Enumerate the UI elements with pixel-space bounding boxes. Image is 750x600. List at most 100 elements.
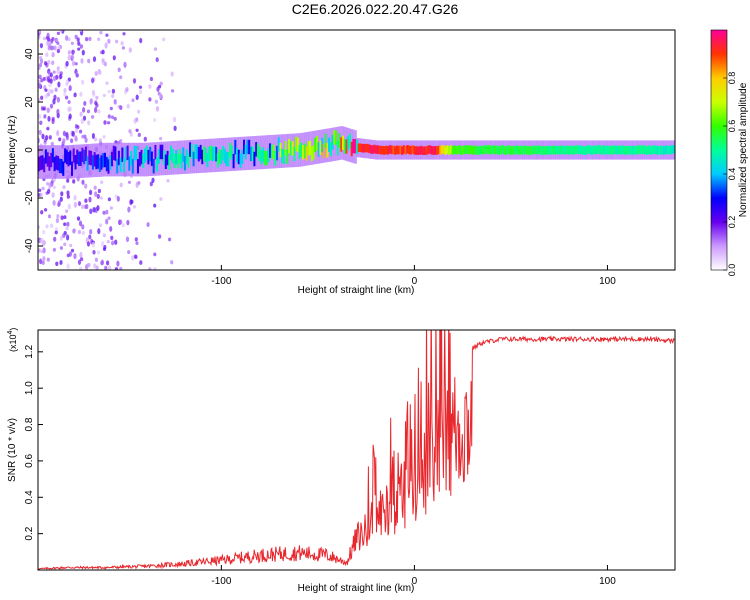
spectrogram-noise-cell — [56, 49, 61, 54]
spectrogram-noise-cell — [159, 92, 163, 100]
spectrogram-noise-cell — [41, 133, 45, 140]
spectrogram-ridge-cell — [592, 145, 595, 155]
spectrogram-ridge-cell — [668, 145, 671, 155]
spectrogram-ridge-cell — [81, 147, 84, 163]
spectrogram-ridge-cell — [449, 145, 452, 154]
spectrogram-noise-cell — [50, 45, 54, 51]
spectrogram-ridge-cell — [55, 155, 58, 170]
spectrogram-ridge-cell — [307, 141, 310, 156]
snr-scale-prefix: (x10 — [8, 334, 18, 352]
spectrogram-noise-cell — [76, 216, 81, 221]
spectrogram-noise-cell — [103, 244, 107, 250]
snr-ytick-label: 0.8 — [24, 417, 35, 431]
spectrogram-noise-cell — [43, 114, 47, 119]
spectrogram-ridge-cell — [654, 145, 657, 155]
spectrogram-ridge-cell — [500, 145, 503, 155]
spectrogram-noise-cell — [68, 113, 72, 120]
spectrogram-noise-cell — [49, 78, 53, 84]
spectrogram-noise-cell — [155, 57, 159, 62]
spectrogram-ridge-cell — [439, 146, 442, 155]
spectrogram-ridge-cell — [656, 146, 659, 155]
spectrogram-noise-cell — [74, 135, 78, 142]
spectrogram-ridge-cell — [574, 145, 577, 154]
spectrogram-noise-cell — [38, 30, 42, 36]
snr-scale-suffix: ) — [8, 328, 18, 331]
spectrogram-ridge-cell — [491, 145, 494, 154]
spectrogram-noise-cell — [110, 115, 115, 119]
spectrogram-ridge-cell — [578, 145, 581, 155]
spectrogram-noise-cell — [44, 208, 48, 212]
spectrogram-noise-cell — [86, 241, 91, 247]
spectrogram-ridge-cell — [587, 145, 589, 154]
spectrogram-noise-cell — [41, 241, 46, 247]
snr-ylabel: SNR (10 * v/v) — [7, 418, 18, 482]
spectrogram-ridge-cell — [626, 145, 629, 155]
spectrogram-noise-cell — [62, 185, 66, 189]
spectrogram-ridge-cell — [270, 144, 273, 159]
spectrogram-ridge-cell — [380, 145, 383, 155]
spectrogram-noise-cell — [94, 191, 98, 197]
spectrogram-ridge-cell — [237, 149, 240, 165]
spectrogram-noise-cell — [40, 95, 44, 101]
spectrogram-ridge-cell — [435, 146, 438, 155]
spectrogram-ridge-cell — [576, 145, 579, 154]
spectrogram-noise-cell — [66, 263, 70, 270]
spectrogram-ridge-cell — [607, 146, 610, 155]
spectrogram-noise-cell — [63, 222, 67, 227]
spectrogram-ridge-cell — [236, 148, 238, 163]
spectrogram-ridge-cell — [138, 151, 141, 167]
spectrogram-ridge-cell — [649, 146, 652, 155]
spectrogram-ridge-cell — [255, 142, 258, 157]
spectrogram-noise-cell — [65, 79, 69, 86]
snr-ytick-label: 0.2 — [24, 526, 35, 540]
spectrogram-ridge-cell — [163, 150, 166, 165]
snr-ytick-label: 0.4 — [24, 490, 35, 504]
spectrogram-ridge-cell — [140, 149, 143, 165]
spectrogram-ridge-cell — [373, 144, 376, 154]
spectrogram-noise-cell — [107, 38, 111, 44]
spectrogram-ridge-cell — [554, 145, 556, 155]
spectrogram-ridge-cell — [187, 153, 190, 168]
spectrogram-noise-cell — [148, 84, 152, 89]
spectrogram-ridge-cell — [481, 146, 483, 155]
spectrogram-noise-cell — [100, 261, 104, 265]
spectrogram-noise-cell — [109, 225, 113, 232]
spectrogram-noise-cell — [109, 106, 113, 111]
spectrogram-noise-cell — [128, 47, 132, 53]
spectrogram-noise-cell — [97, 250, 101, 255]
spectrogram-ridge-cell — [60, 159, 63, 174]
snr-scale-label: (x104) — [7, 328, 18, 352]
spectrogram-noise-cell — [50, 89, 54, 94]
spectrogram-noise-cell — [159, 136, 163, 141]
spectrogram-noise-cell — [55, 217, 60, 224]
spectrogram-noise-cell — [77, 229, 81, 235]
spectrogram-ridge-cell — [368, 144, 371, 153]
spectrogram-noise-cell — [39, 239, 43, 243]
spectrogram-ridge-cell — [501, 145, 504, 154]
spectrogram-ridge-cell — [194, 144, 197, 159]
spectrogram-ridge-cell — [637, 145, 640, 154]
spectrogram-ridge-cell — [441, 145, 443, 154]
spectrogram-ridge-cell — [123, 158, 126, 173]
spectrogram-noise-cell — [38, 82, 42, 89]
spectrogram-noise-cell — [56, 41, 60, 46]
spectrogram-noise-cell — [89, 208, 93, 215]
colorbar-tick-label: 0.4 — [727, 168, 737, 181]
spectrogram-noise-cell — [113, 116, 117, 121]
spectrogram-ridge-cell — [406, 145, 409, 154]
spectrogram-noise-cell — [58, 137, 62, 142]
spectrogram-noise-cell — [98, 70, 102, 76]
spectrogram-xlabel: Height of straight line (km) — [298, 285, 415, 296]
spectrogram-noise-cell — [77, 47, 81, 51]
spectrogram-noise-cell — [111, 240, 115, 246]
spectrogram-noise-cell — [86, 109, 91, 114]
snr-ticks: -100 0 100 0.2 0.4 0.6 0.8 1.0 1.2 — [24, 344, 616, 587]
spectrogram-noise-cell — [108, 265, 112, 270]
spectrogram-noise-cell — [57, 81, 61, 88]
spectrogram-ridge-cell — [486, 145, 489, 154]
spectrogram-noise-cell — [79, 91, 83, 97]
spectrogram-noise-cell — [80, 118, 84, 124]
spectrogram-noise-cell — [119, 219, 123, 225]
spectrogram-noise-cell — [65, 209, 69, 213]
spectrogram-noise-cell — [63, 215, 67, 220]
